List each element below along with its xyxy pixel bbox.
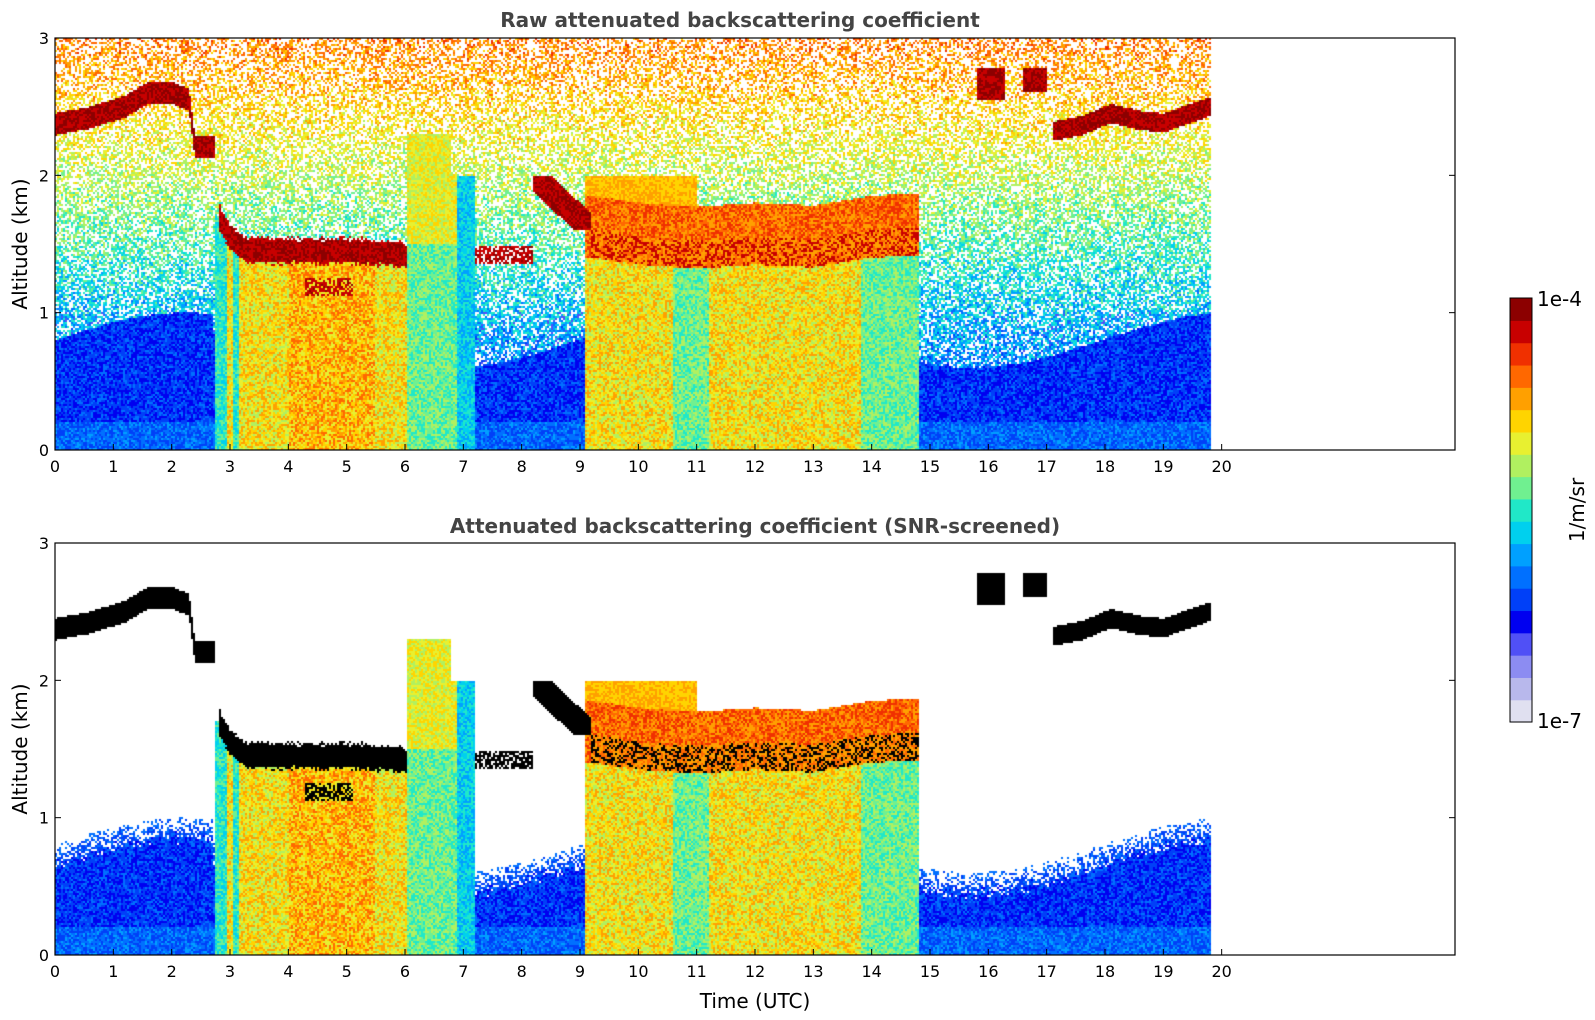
x-tick-label: 12: [745, 457, 765, 476]
x-tick-label: 20: [1211, 457, 1231, 476]
x-axis: 0 1 2 3 4 5 6 7 8 9 10 11 12 13 14 15 16 17 18 19 20: [50, 444, 1232, 476]
y-tick-label: 0: [39, 946, 49, 965]
y-axis-label: Altitude (km): [8, 178, 32, 309]
x-tick-label: 19: [1153, 962, 1173, 981]
colorbar-swatch: [1510, 632, 1532, 656]
y-tick-label: 2: [39, 671, 49, 690]
x-tick-label: 7: [458, 457, 468, 476]
colorbar-swatch: [1510, 498, 1532, 522]
x-axis-label: Time (UTC): [699, 989, 811, 1013]
x-tick-label: 16: [978, 457, 998, 476]
x-tick-label: 13: [803, 962, 823, 981]
colorbar-swatch: [1510, 655, 1532, 678]
x-tick-label: 16: [978, 962, 998, 981]
x-tick-label: 12: [745, 962, 765, 981]
x-tick-label: 4: [283, 962, 293, 981]
x-tick-label: 9: [575, 962, 585, 981]
x-tick-label: 8: [517, 457, 527, 476]
colorbar-swatch: [1510, 677, 1532, 701]
colorbar-swatch: [1510, 364, 1532, 388]
y-tick-label: 2: [39, 166, 49, 185]
x-tick-label: 18: [1095, 457, 1115, 476]
x-tick-label: 11: [686, 457, 706, 476]
colorbar-swatch: [1510, 565, 1532, 589]
x-tick-label: 6: [400, 962, 410, 981]
x-axis: 0 1 2 3 4 5 6 7 8 9 10 11 12 13 14 15 16 17 18 19 20: [50, 949, 1232, 981]
colorbar: 1e-4 1e-7 1/m/sr: [1509, 287, 1589, 733]
colorbar-min-label: 1e-7: [1537, 709, 1582, 733]
snr-screened-backscatter-panel: Attenuated backscattering coefficient (S…: [8, 514, 1456, 1013]
panel-title: Raw attenuated backscattering coefficien…: [500, 8, 980, 32]
y-axis: 0 1 2 3: [39, 534, 1455, 965]
y-tick-label: 1: [39, 809, 49, 828]
x-tick-label: 1: [108, 962, 118, 981]
x-tick-label: 4: [283, 457, 293, 476]
backscatter-heatmap: [55, 38, 1455, 450]
x-tick-label: 3: [225, 962, 235, 981]
x-tick-label: 17: [1036, 457, 1056, 476]
y-tick-label: 0: [39, 441, 49, 460]
colorbar-swatch: [1510, 431, 1532, 455]
x-tick-label: 8: [517, 962, 527, 981]
x-tick-label: 7: [458, 962, 468, 981]
x-tick-label: 1: [108, 457, 118, 476]
x-tick-label: 11: [686, 962, 706, 981]
x-tick-label: 2: [167, 457, 177, 476]
colorbar-swatch: [1510, 699, 1532, 723]
x-tick-label: 17: [1036, 962, 1056, 981]
y-axis-label: Altitude (km): [8, 683, 32, 814]
x-tick-label: 13: [803, 457, 823, 476]
panel-title: Attenuated backscattering coefficient (S…: [450, 514, 1060, 538]
x-tick-label: 2: [167, 962, 177, 981]
backscatter-heatmap: [55, 543, 1455, 955]
y-tick-label: 3: [39, 534, 49, 553]
x-tick-label: 15: [920, 962, 940, 981]
x-tick-label: 10: [628, 962, 648, 981]
x-tick-label: 5: [342, 457, 352, 476]
x-tick-label: 14: [861, 457, 881, 476]
colorbar-frame: [1509, 297, 1533, 723]
x-tick-label: 18: [1095, 962, 1115, 981]
colorbar-swatch: [1510, 342, 1532, 366]
x-tick-label: 20: [1211, 962, 1231, 981]
colorbar-swatch: [1510, 454, 1532, 478]
x-tick-label: 9: [575, 457, 585, 476]
colorbar-swatch: [1510, 298, 1532, 321]
colorbar-swatch: [1510, 588, 1532, 612]
colorbar-swatch: [1510, 476, 1532, 500]
x-tick-label: 0: [50, 962, 60, 981]
colorbar-max-label: 1e-4: [1537, 287, 1582, 311]
colorbar-unit-label: 1/m/sr: [1565, 477, 1589, 542]
x-tick-label: 15: [920, 457, 940, 476]
x-tick-label: 0: [50, 457, 60, 476]
colorbar-swatch: [1510, 320, 1532, 344]
y-tick-label: 3: [39, 29, 49, 48]
x-tick-label: 10: [628, 457, 648, 476]
y-axis: 0 1 2 3: [39, 29, 1455, 460]
colorbar-swatch: [1510, 387, 1532, 411]
x-tick-label: 19: [1153, 457, 1173, 476]
raw-backscatter-panel: Raw attenuated backscattering coefficien…: [8, 8, 1456, 476]
y-tick-label: 1: [39, 304, 49, 323]
x-tick-label: 5: [342, 962, 352, 981]
x-tick-label: 3: [225, 457, 235, 476]
colorbar-swatch: [1510, 610, 1532, 634]
x-tick-label: 14: [861, 962, 881, 981]
colorbar-swatch: [1510, 409, 1532, 433]
x-tick-label: 6: [400, 457, 410, 476]
colorbar-swatch: [1510, 543, 1532, 567]
colorbar-swatch: [1510, 521, 1532, 545]
